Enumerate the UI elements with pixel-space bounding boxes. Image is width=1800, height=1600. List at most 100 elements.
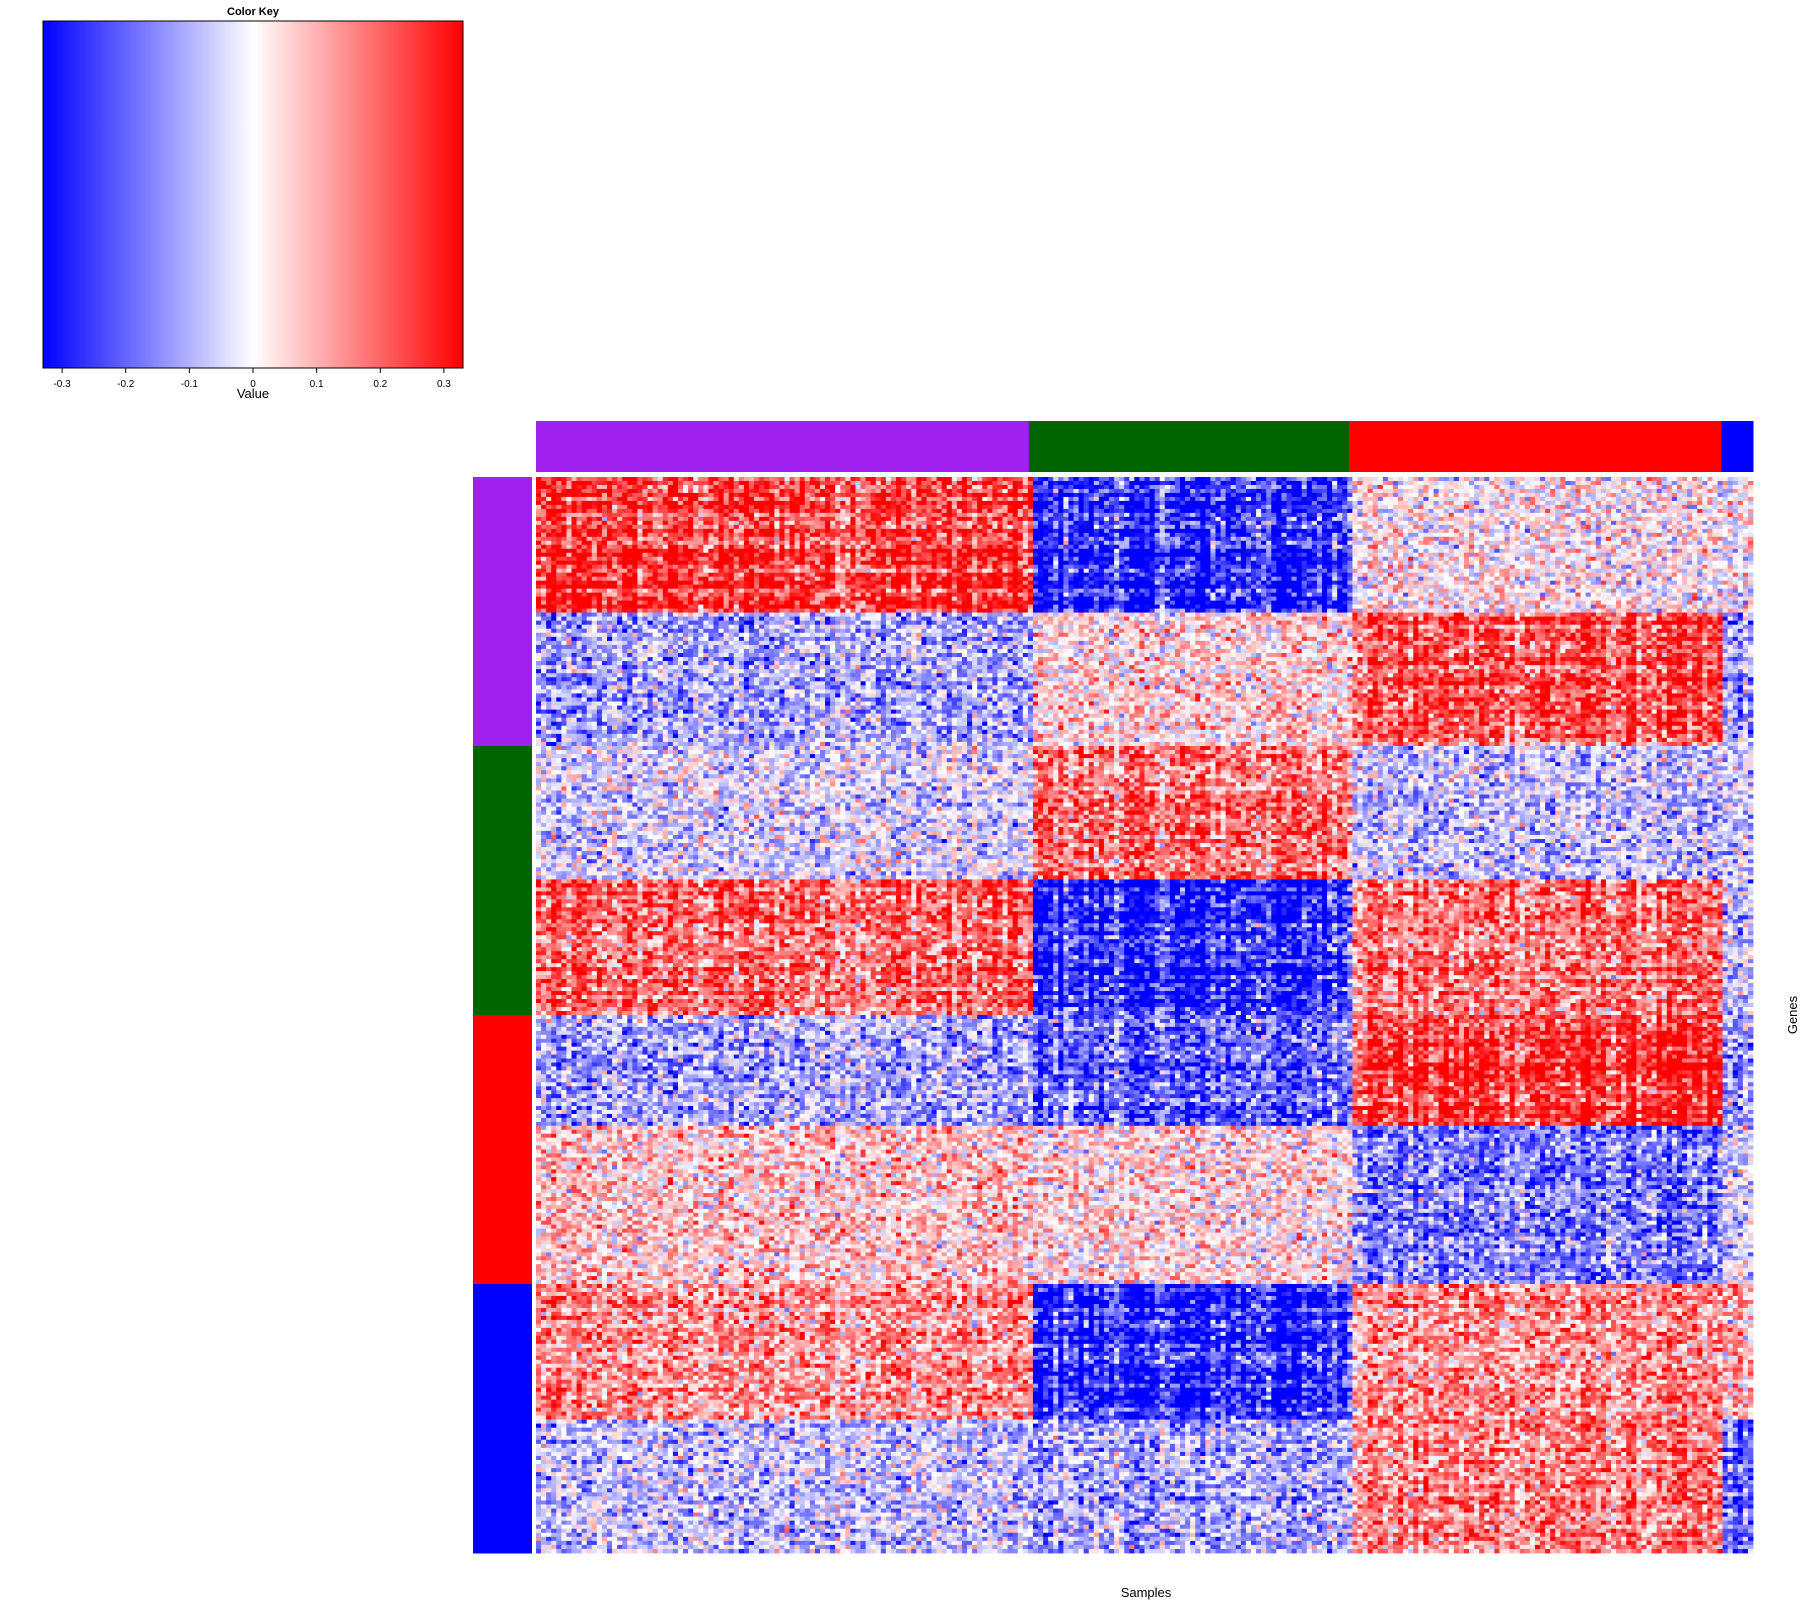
heatmap-cell [632,485,637,489]
heatmap-cell [1357,485,1362,489]
heatmap-cell [840,513,845,517]
heatmap-cell [739,485,744,489]
heatmap-cell [1596,509,1601,513]
heatmap-cell [1124,489,1129,493]
heatmap-cell [1124,477,1129,481]
heatmap-cell [1063,497,1068,501]
heatmap-cell [749,509,754,513]
heatmap-cell [1256,485,1261,489]
heatmap-cell [1190,477,1195,481]
heatmap-cell [1175,485,1180,489]
heatmap-cell [1398,501,1403,505]
heatmap-cell [1545,509,1550,513]
heatmap-cell [876,509,881,513]
heatmap-cell [855,485,860,489]
heatmap-cell [678,509,683,513]
heatmap-cell [850,489,855,493]
heatmap-cell [1221,505,1226,509]
heatmap-cell [1322,489,1327,493]
heatmap-cell [637,513,642,517]
heatmap-cell [896,493,901,497]
heatmap-cell [1145,497,1150,501]
heatmap-cell [1565,501,1570,505]
heatmap-cell [1606,493,1611,497]
heatmap-cell [1596,501,1601,505]
heatmap-cell [937,509,942,513]
heatmap-cell [708,489,713,493]
heatmap-cell [556,481,561,485]
heatmap-cell [1145,501,1150,505]
heatmap-cell [1378,489,1383,493]
heatmap-cell [1601,497,1606,501]
heatmap-cell [1028,505,1033,509]
heatmap-cell [1068,497,1073,501]
heatmap-cell [1008,489,1013,493]
heatmap-cell [1023,501,1028,505]
heatmap-cell [1712,485,1717,489]
heatmap-cell [561,501,566,505]
heatmap-cell [871,509,876,513]
heatmap-cell [592,497,597,501]
heatmap-cell [1408,489,1413,493]
heatmap-cell [1540,509,1545,513]
heatmap-cell [1677,481,1682,485]
heatmap-cell [891,477,896,481]
heatmap-cell [764,497,769,501]
heatmap-cell [1439,505,1444,509]
heatmap-cell [1357,477,1362,481]
heatmap-cell [597,477,602,481]
heatmap-cell [1540,485,1545,489]
heatmap-cell [947,509,952,513]
heatmap-cell [1418,481,1423,485]
heatmap-cell [845,501,850,505]
heatmap-cell [1023,497,1028,501]
heatmap-cell [835,509,840,513]
heatmap-cell [876,497,881,501]
heatmap-cell [536,493,541,497]
heatmap-cell [719,501,724,505]
heatmap-cell [1231,481,1236,485]
heatmap-cell [1190,505,1195,509]
heatmap-cell [1175,505,1180,509]
heatmap-cell [952,477,957,481]
heatmap-cell [1682,481,1687,485]
heatmap-cell [1398,509,1403,513]
heatmap-cell [1074,505,1079,509]
heatmap-cell [1677,505,1682,509]
heatmap-cell [582,497,587,501]
heatmap-cell [1170,509,1175,513]
heatmap-cell [744,477,749,481]
heatmap-cell [1028,497,1033,501]
heatmap-cell [1601,501,1606,505]
heatmap-cell [719,481,724,485]
heatmap-cell [1363,505,1368,509]
heatmap-cell [886,501,891,505]
heatmap-cell [1474,489,1479,493]
heatmap-cell [1053,493,1058,497]
heatmap-cell [1459,505,1464,509]
heatmap-cell [1221,477,1226,481]
heatmap-cell [896,505,901,509]
heatmap-cell [653,493,658,497]
heatmap-cell [1195,493,1200,497]
heatmap-cell [734,493,739,497]
heatmap-cell [622,505,627,509]
heatmap-cell [592,485,597,489]
heatmap-cell [911,501,916,505]
heatmap-cell [1586,505,1591,509]
heatmap-cell [612,505,617,509]
heatmap-cell [637,489,642,493]
heatmap-cell [982,477,987,481]
heatmap-cell [1626,477,1631,481]
heatmap-cell [673,489,678,493]
heatmap-cell [1505,489,1510,493]
heatmap-cell [724,509,729,513]
heatmap-cell [1621,497,1626,501]
heatmap-cell [764,481,769,485]
heatmap-cell [1530,509,1535,513]
heatmap-cell [1368,489,1373,493]
heatmap-cell [693,513,698,517]
heatmap-cell [1155,489,1160,493]
heatmap-cell [1403,489,1408,493]
color-key-tick-label: 0.1 [310,379,324,390]
